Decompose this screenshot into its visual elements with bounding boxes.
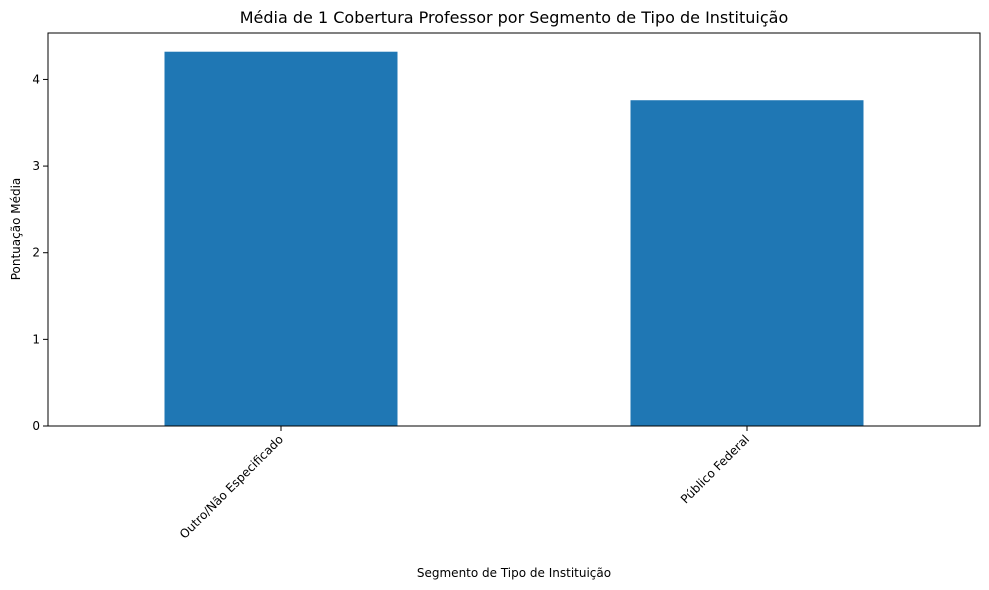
y-tick-label-4: 4 <box>32 72 40 86</box>
y-tick-label-3: 3 <box>32 159 40 173</box>
chart-title: Média de 1 Cobertura Professor por Segme… <box>240 8 788 27</box>
y-axis-label: Pontuação Média <box>9 178 23 281</box>
y-tick-label-0: 0 <box>32 419 40 433</box>
bar-0 <box>164 51 398 426</box>
plot-area-frame <box>47 32 981 427</box>
bar-1 <box>630 100 864 427</box>
y-tick-label-1: 1 <box>32 332 40 346</box>
bars-group <box>164 51 864 427</box>
y-axis-ticks: 0 1 2 3 4 <box>32 72 48 433</box>
y-tick-label-2: 2 <box>32 246 40 260</box>
x-axis-label: Segmento de Tipo de Instituição <box>417 566 611 580</box>
